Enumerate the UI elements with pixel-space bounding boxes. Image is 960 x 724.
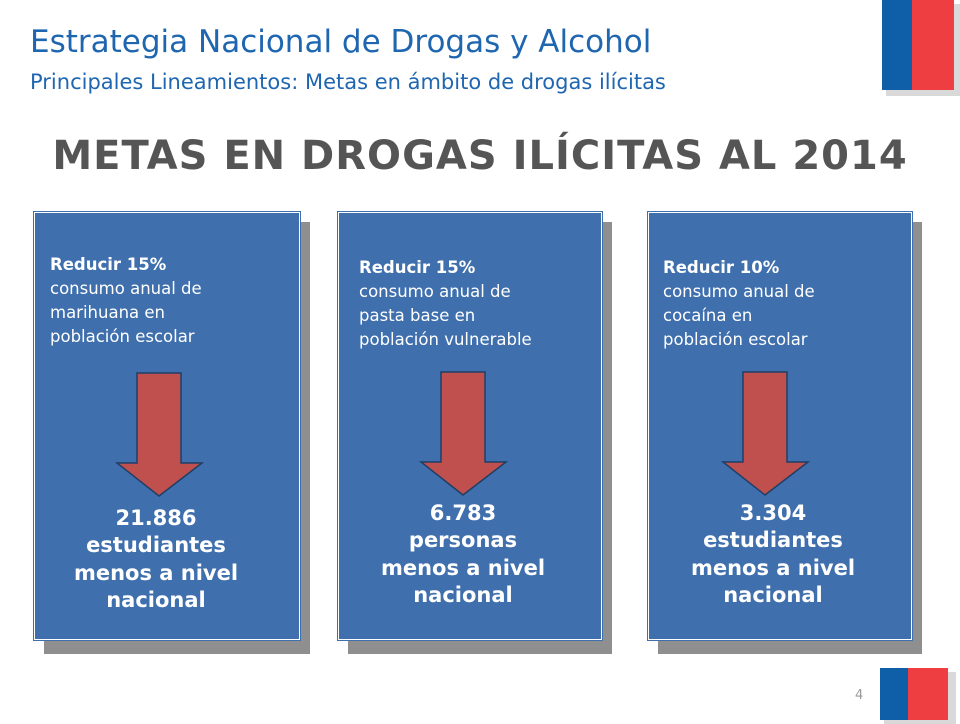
chile-flag-icon (882, 0, 960, 96)
result-line: estudiantes (86, 533, 226, 558)
down-arrow-icon (721, 371, 811, 496)
result-line: estudiantes (703, 528, 843, 553)
goal-percentage: Reducir 10% (663, 258, 780, 277)
result-line: nacional (723, 582, 823, 607)
page-subtitle: Principales Lineamientos: Metas en ámbit… (30, 70, 666, 94)
result-line: nacional (106, 587, 206, 612)
result-number: 21.886 (115, 506, 197, 530)
down-arrow-icon (115, 372, 205, 497)
result-line: nacional (413, 582, 513, 607)
goal-line: consumo anual de (663, 281, 815, 301)
page-number: 4 (855, 688, 864, 703)
result-line: menos a nivel (690, 555, 856, 580)
result-text: 3.304 estudiantes menos a nivel nacional (648, 500, 898, 609)
main-heading: METAS EN DROGAS ILÍCITAS AL 2014 (52, 133, 908, 179)
goal-line: marihuana en (50, 302, 166, 322)
goal-percentage: Reducir 15% (359, 258, 476, 277)
goal-line: población escolar (663, 329, 808, 349)
result-text: 6.783 personas menos a nivel nacional (338, 500, 588, 609)
goal-line: población vulnerable (359, 329, 532, 349)
result-text: 21.886 estudiantes menos a nivel naciona… (34, 505, 278, 614)
goal-line: pasta base en (359, 305, 476, 325)
goal-text: Reducir 15% consumo anual de pasta base … (359, 256, 532, 352)
result-line: personas (408, 528, 518, 553)
goal-line: consumo anual de (50, 278, 202, 298)
result-number: 6.783 (429, 501, 497, 525)
result-number: 3.304 (739, 501, 807, 525)
goal-line: consumo anual de (359, 281, 511, 301)
goal-text: Reducir 10% consumo anual de cocaína en … (663, 256, 815, 352)
down-arrow-icon (419, 371, 509, 496)
chile-flag-icon (880, 668, 956, 724)
page-title: Estrategia Nacional de Drogas y Alcohol (30, 24, 652, 60)
goal-line: población escolar (50, 326, 195, 346)
goal-percentage: Reducir 15% (50, 255, 167, 274)
goal-line: cocaína en (663, 305, 753, 325)
result-line: menos a nivel (73, 560, 239, 585)
result-line: menos a nivel (380, 555, 546, 580)
goal-text: Reducir 15% consumo anual de marihuana e… (50, 253, 202, 349)
